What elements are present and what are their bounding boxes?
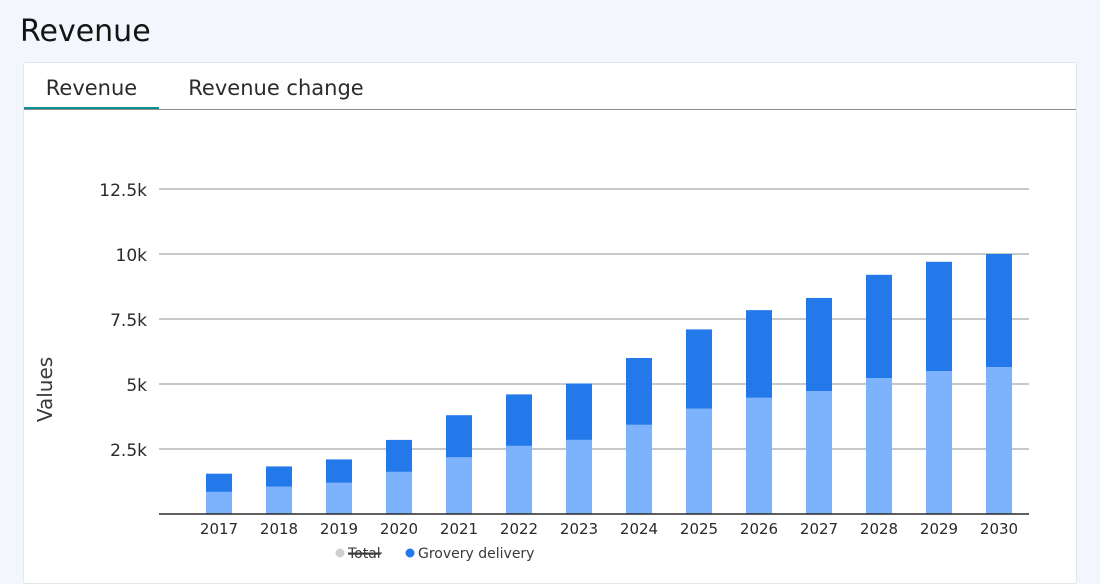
tab-revenue[interactable]: Revenue: [24, 63, 159, 109]
bar-total-2021[interactable]: [446, 457, 472, 514]
page-title: Revenue: [20, 14, 151, 49]
bar-total-2023[interactable]: [566, 439, 592, 514]
bar-grocery-delivery-2029[interactable]: [926, 261, 952, 371]
legend-swatch-grocery-delivery: [405, 548, 415, 558]
x-tick-label: 2023: [560, 520, 598, 538]
legend-item-grocery-delivery[interactable]: Grovery delivery: [418, 546, 534, 562]
y-axis-ticks: 2.5k 5k 7.5k 10k 12.5k: [99, 181, 147, 461]
bar-grocery-delivery-2023[interactable]: [566, 383, 592, 440]
x-tick-label: 2018: [260, 520, 298, 538]
grid-lines: [159, 188, 1029, 450]
x-tick-label: 2028: [860, 520, 898, 538]
bar-total-2030[interactable]: [986, 367, 1012, 514]
bar-total-2017[interactable]: [206, 491, 232, 514]
bar-total-2019[interactable]: [326, 482, 352, 514]
x-tick-label: 2021: [440, 520, 478, 538]
x-tick-label: 2022: [500, 520, 538, 538]
x-tick-label: 2020: [380, 520, 418, 538]
y-tick-label: 10k: [116, 246, 148, 266]
bar-grocery-delivery-2020[interactable]: [386, 439, 412, 472]
x-axis-ticks: 2017 2018 2019 2020 2021 2022 2023 2024 2025 2026…: [200, 520, 1018, 538]
x-tick-label: 2025: [680, 520, 718, 538]
bars: [206, 254, 1012, 514]
y-tick-label: 5k: [126, 376, 147, 396]
bar-total-2028[interactable]: [866, 378, 892, 514]
legend: Total Grovery delivery: [335, 546, 534, 562]
x-tick-label: 2024: [620, 520, 658, 538]
y-tick-label: 12.5k: [99, 181, 147, 201]
y-axis-label: Values: [33, 357, 57, 422]
x-tick-label: 2030: [980, 520, 1018, 538]
x-tick-label: 2029: [920, 520, 958, 538]
legend-item-total[interactable]: Total: [347, 546, 381, 562]
bar-total-2020[interactable]: [386, 471, 412, 514]
legend-swatch-total: [335, 548, 345, 558]
bar-grocery-delivery-2025[interactable]: [686, 329, 712, 409]
bar-total-2022[interactable]: [506, 445, 532, 514]
bar-total-2024[interactable]: [626, 424, 652, 514]
bar-grocery-delivery-2018[interactable]: [266, 466, 292, 487]
bar-grocery-delivery-2027[interactable]: [806, 297, 832, 392]
chart-card: Revenue Revenue change 2.5k 5k 7.5k 10k 12.5…: [23, 62, 1077, 584]
bar-grocery-delivery-2017[interactable]: [206, 473, 232, 492]
bar-grocery-delivery-2026[interactable]: [746, 310, 772, 398]
tab-bar: Revenue Revenue change: [24, 63, 1076, 110]
x-tick-label: 2027: [800, 520, 838, 538]
bar-total-2025[interactable]: [686, 408, 712, 514]
x-tick-label: 2019: [320, 520, 358, 538]
bar-grocery-delivery-2019[interactable]: [326, 459, 352, 483]
bar-grocery-delivery-2024[interactable]: [626, 358, 652, 425]
bar-total-2027[interactable]: [806, 391, 832, 514]
bar-grocery-delivery-2021[interactable]: [446, 415, 472, 458]
x-tick-label: 2026: [740, 520, 778, 538]
bar-grocery-delivery-2028[interactable]: [866, 274, 892, 379]
y-tick-label: 7.5k: [110, 311, 147, 331]
x-tick-label: 2017: [200, 520, 238, 538]
bar-total-2029[interactable]: [926, 371, 952, 514]
bar-total-2018[interactable]: [266, 486, 292, 514]
bar-grocery-delivery-2022[interactable]: [506, 394, 532, 446]
y-tick-label: 2.5k: [110, 441, 147, 461]
bar-grocery-delivery-2030[interactable]: [986, 254, 1012, 368]
tab-revenue-change[interactable]: Revenue change: [188, 76, 364, 100]
bar-total-2026[interactable]: [746, 397, 772, 514]
